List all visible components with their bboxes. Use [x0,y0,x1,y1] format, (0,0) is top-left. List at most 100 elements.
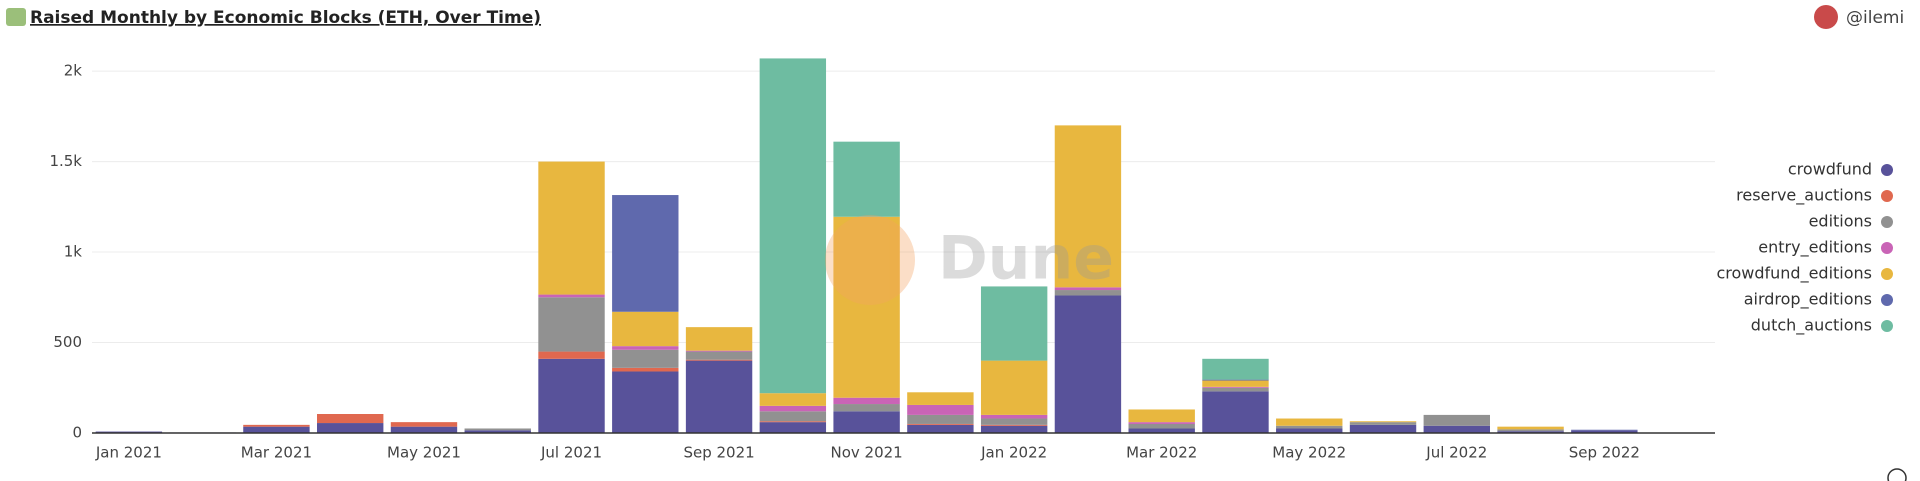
x-tick-label: Mar 2021 [241,444,312,462]
bar-segment [685,359,753,361]
bar-segment [243,426,310,433]
bar-segment [538,358,605,433]
bar-segment [759,422,827,433]
legend-swatch [1881,320,1893,332]
bar-segment [1276,428,1343,433]
x-tick-label: Sep 2022 [1569,444,1640,462]
x-tick-label: Mar 2022 [1126,444,1197,462]
bar-segment [1202,391,1269,433]
bar-segment [538,294,605,298]
bar-segment [317,423,384,433]
chart-title[interactable]: Raised Monthly by Economic Blocks (ETH, … [30,8,541,28]
bar-segment [612,371,679,433]
avatar [1814,5,1838,29]
bar-segment [1054,290,1122,296]
bar-segment [1128,422,1195,424]
bar-segment [980,286,1048,361]
bar-segment [1202,380,1269,387]
watermark: Dune [825,215,1114,305]
legend-label: reserve_auctions [1736,186,1872,206]
bar-segment [612,346,679,350]
bar-segment [538,351,605,359]
bar-segment [685,327,753,351]
x-tick-label: Jul 2022 [1425,444,1487,462]
bar-segment [1497,429,1564,432]
bar-segment [759,421,827,423]
bar-segment [612,367,679,372]
bar-segment [390,422,458,427]
y-tick-label: 1.5k [49,152,82,170]
bar-segment [907,414,974,424]
bar-segment [1571,429,1638,431]
bar-segment [538,297,605,352]
bar-segment [1497,426,1564,430]
bar-segment [1349,424,1417,433]
bar-segment [1349,421,1417,423]
status-icon [1887,468,1907,481]
legend-swatch [1881,190,1893,202]
watermark-logo [825,215,915,305]
x-tick-label: Nov 2021 [831,444,903,462]
bar-segment [685,351,753,360]
legend-swatch [1881,216,1893,228]
bar-segment [759,411,827,422]
bar-segment [1276,418,1343,426]
bar-segment [1423,425,1490,433]
legend-swatch [1881,268,1893,280]
bar-segment [390,426,458,433]
x-tick-label: Jan 2021 [95,444,162,462]
bar-segment [833,397,900,405]
bar-segment [464,428,531,431]
bar-segment [833,141,900,217]
legend-label: editions [1809,212,1872,231]
bar-segment [1054,125,1122,288]
bar-segment [833,411,900,433]
bar-segment [759,393,827,406]
bar-segment [1202,386,1269,388]
bar-segment [1202,358,1269,380]
bar-segment [907,392,974,405]
legend-swatch [1881,294,1893,306]
legend-label: airdrop_editions [1744,290,1872,310]
bar-segment [1054,295,1122,433]
bar-segment [612,311,679,347]
bar-segment [759,58,827,394]
title-icon [6,8,26,26]
y-tick-label: 2k [64,62,83,80]
bar-segment [980,424,1048,426]
legend-label: crowdfund [1788,160,1872,179]
legend-label: dutch_auctions [1751,316,1872,336]
bar-segment [464,430,531,433]
bar-segment [833,404,900,412]
bar-segment [317,414,384,424]
bar-segment [907,424,974,433]
legend-label: entry_editions [1758,238,1872,258]
bar-segment [612,349,679,368]
bar-segment [833,216,900,398]
bar-segment [243,424,310,427]
legend-label: crowdfund_editions [1716,264,1872,284]
y-tick-label: 0 [72,424,82,442]
bar-segment [980,414,1048,419]
bar-segment [1423,414,1490,426]
legend-swatch [1881,164,1893,176]
bar-segment [1571,430,1638,433]
bar-segment [1054,287,1122,291]
bar-segment [1128,409,1195,423]
bar-segment [1128,428,1195,433]
bar-segment [538,161,605,295]
bar-segment [685,350,753,352]
bar-segment [1202,379,1269,381]
bar-segment [1497,431,1564,433]
x-tick-label: Jan 2022 [980,444,1047,462]
bar-segment [1202,387,1269,392]
bar-segment [1276,425,1343,429]
bar-segment [759,405,827,412]
y-tick-label: 1k [64,243,83,261]
bar-segment [907,423,974,425]
author[interactable]: @ilemi [1846,8,1904,28]
x-tick-label: May 2021 [387,444,461,462]
bar-segment [980,425,1048,433]
y-tick-label: 500 [53,333,82,351]
